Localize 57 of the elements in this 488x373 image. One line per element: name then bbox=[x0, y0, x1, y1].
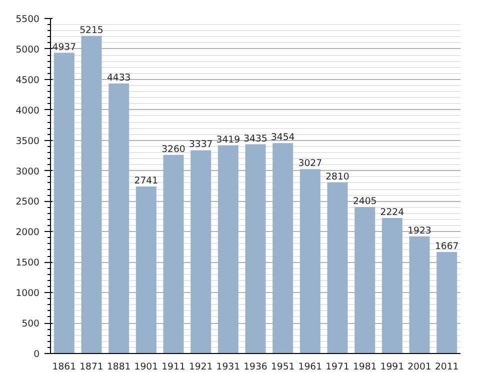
x-tick-label: 2011 bbox=[434, 362, 459, 372]
bar bbox=[272, 143, 294, 354]
data-label: 1667 bbox=[434, 240, 459, 252]
data-label: 3337 bbox=[188, 139, 213, 150]
y-tick-label: 3000 bbox=[16, 166, 40, 178]
y-tick-label: 4500 bbox=[16, 74, 40, 86]
data-label: 4433 bbox=[106, 72, 131, 84]
y-tick-label: 1500 bbox=[16, 258, 40, 269]
bar bbox=[245, 144, 266, 354]
data-label: 3027 bbox=[298, 158, 322, 170]
bar bbox=[108, 83, 130, 354]
x-tick-label: 1861 bbox=[52, 362, 76, 372]
bar bbox=[136, 186, 156, 354]
data-label: 3435 bbox=[244, 133, 268, 144]
data-label: 3419 bbox=[216, 134, 240, 146]
data-label: 5215 bbox=[80, 24, 104, 36]
data-label: 4937 bbox=[52, 42, 76, 53]
y-tick-label: 2000 bbox=[16, 227, 40, 238]
bar bbox=[354, 207, 376, 354]
bar bbox=[190, 150, 212, 354]
data-label: 2405 bbox=[352, 196, 377, 208]
bar bbox=[382, 218, 402, 354]
x-tick-label: 1961 bbox=[298, 362, 322, 372]
x-tick-label: 2001 bbox=[408, 362, 432, 372]
x-tick-label: 1971 bbox=[326, 362, 350, 372]
x-tick-label: 1901 bbox=[134, 362, 158, 372]
y-tick-label: 5000 bbox=[16, 44, 40, 56]
x-tick-label: 1881 bbox=[106, 362, 131, 372]
x-tick-label: 1911 bbox=[162, 362, 186, 372]
bar bbox=[54, 52, 74, 354]
data-label: 2741 bbox=[134, 176, 158, 187]
bar bbox=[218, 145, 238, 354]
bar bbox=[409, 236, 430, 354]
x-tick-label: 1936 bbox=[244, 362, 268, 372]
data-label: 1923 bbox=[408, 225, 432, 236]
data-label: 2810 bbox=[326, 171, 350, 182]
bar bbox=[436, 252, 458, 354]
y-tick-label: 5500 bbox=[16, 14, 40, 25]
bar bbox=[300, 169, 320, 354]
x-tick-label: 1991 bbox=[380, 362, 404, 372]
x-tick-label: 1871 bbox=[80, 362, 104, 372]
y-tick-label: 500 bbox=[22, 318, 40, 330]
y-tick-label: 3500 bbox=[16, 136, 40, 147]
bar bbox=[163, 154, 184, 354]
data-label: 3454 bbox=[270, 132, 295, 144]
y-tick-label: 1000 bbox=[16, 288, 40, 300]
data-label: 2224 bbox=[380, 207, 404, 218]
x-tick-label: 1981 bbox=[352, 362, 377, 372]
x-tick-label: 1921 bbox=[188, 362, 213, 372]
x-tick-label: 1951 bbox=[270, 362, 295, 372]
y-tick-label: 0 bbox=[34, 349, 40, 360]
x-tick-label: 1931 bbox=[216, 362, 240, 372]
y-tick-label: 4000 bbox=[16, 105, 40, 116]
bar bbox=[81, 36, 102, 354]
y-tick-label: 2500 bbox=[16, 196, 40, 208]
data-label: 3260 bbox=[162, 144, 186, 155]
bar bbox=[327, 182, 348, 354]
